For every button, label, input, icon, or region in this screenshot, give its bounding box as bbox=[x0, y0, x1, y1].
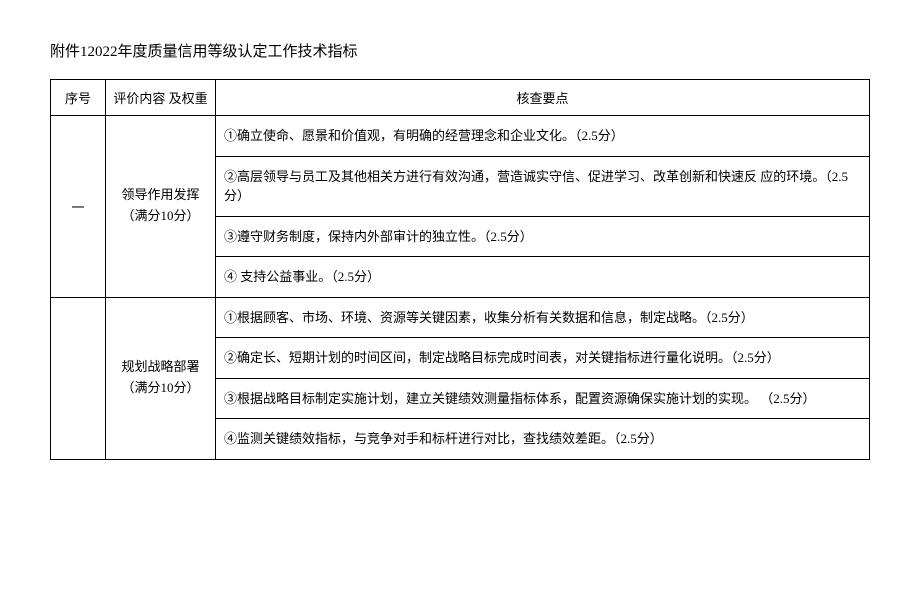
check-item: ①确立使命、愿景和价值观，有明确的经营理念和企业文化。（2.5分） bbox=[216, 116, 870, 157]
check-item: ③遵守财务制度，保持内外部审计的独立性。（2.5分） bbox=[216, 216, 870, 257]
weight-title: 领导作用发挥 bbox=[121, 187, 199, 202]
check-item: ②确定长、短期计划的时间区间，制定战略目标完成时间表，对关键指标进行量化说明。（… bbox=[216, 338, 870, 379]
weight-title: 规划战略部署 bbox=[121, 359, 199, 374]
document-title: 附件12022年度质量信用等级认定工作技术指标 bbox=[50, 40, 870, 61]
table-row: 规划战略部署 （满分10分） ①根据顾客、市场、环境、资源等关键因素，收集分析有… bbox=[51, 297, 870, 338]
header-weight: 评价内容 及权重 bbox=[106, 80, 216, 116]
check-item: ③根据战略目标制定实施计划，建立关键绩效测量指标体系，配置资源确保实施计划的实现… bbox=[216, 378, 870, 419]
indicator-table: 序号 评价内容 及权重 核查要点 一 领导作用发挥 （满分10分） ①确立使命、… bbox=[50, 79, 870, 460]
check-item: ②高层领导与员工及其他相关方进行有效沟通，营造诚实守信、促进学习、改革创新和快速… bbox=[216, 156, 870, 216]
weight-cell: 领导作用发挥 （满分10分） bbox=[106, 116, 216, 298]
table-row: 一 领导作用发挥 （满分10分） ①确立使命、愿景和价值观，有明确的经营理念和企… bbox=[51, 116, 870, 157]
table-header-row: 序号 评价内容 及权重 核查要点 bbox=[51, 80, 870, 116]
check-item: ④监测关键绩效指标，与竞争对手和标杆进行对比，查找绩效差距。（2.5分） bbox=[216, 419, 870, 460]
check-item: ④ 支持公益事业。（2.5分） bbox=[216, 257, 870, 298]
weight-score: （满分10分） bbox=[121, 208, 199, 223]
check-item: ①根据顾客、市场、环境、资源等关键因素，收集分析有关数据和信息，制定战略。（2.… bbox=[216, 297, 870, 338]
weight-score: （满分10分） bbox=[121, 380, 199, 395]
seq-cell: 一 bbox=[51, 116, 106, 298]
header-check: 核查要点 bbox=[216, 80, 870, 116]
weight-cell: 规划战略部署 （满分10分） bbox=[106, 297, 216, 459]
seq-cell bbox=[51, 297, 106, 459]
header-seq: 序号 bbox=[51, 80, 106, 116]
